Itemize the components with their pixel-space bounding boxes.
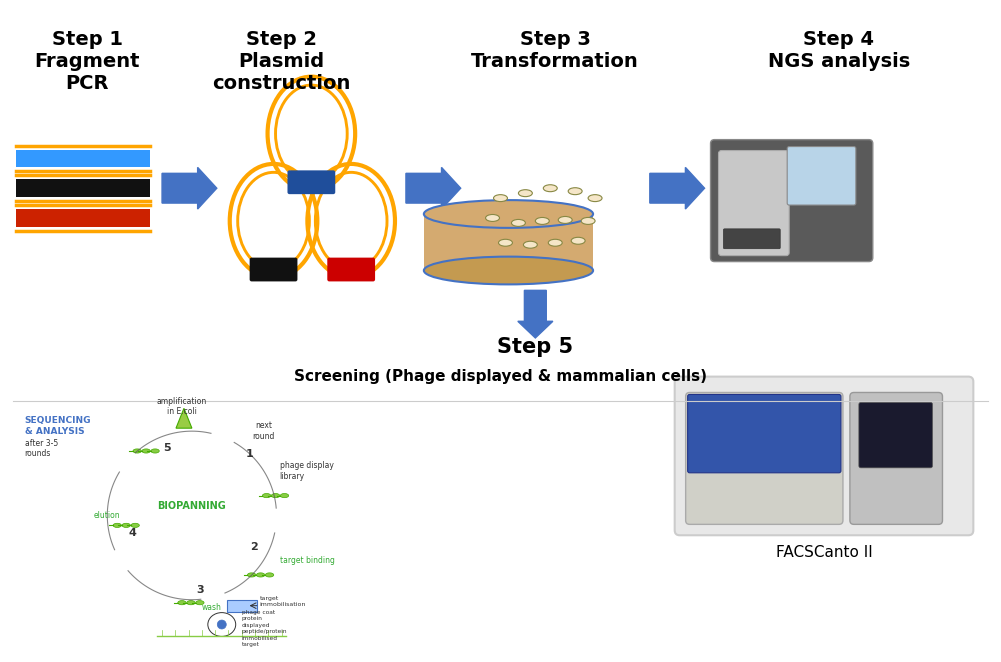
- Text: immobilised
target: immobilised target: [241, 636, 277, 647]
- Ellipse shape: [151, 449, 159, 453]
- Ellipse shape: [498, 239, 513, 246]
- Ellipse shape: [423, 200, 593, 228]
- FancyBboxPatch shape: [688, 395, 841, 473]
- Text: 1: 1: [246, 449, 253, 459]
- Ellipse shape: [217, 620, 226, 629]
- Ellipse shape: [589, 195, 602, 202]
- Ellipse shape: [247, 573, 256, 577]
- Text: elution: elution: [94, 511, 120, 520]
- FancyBboxPatch shape: [724, 229, 780, 249]
- Ellipse shape: [113, 523, 121, 528]
- Text: next
round: next round: [252, 422, 274, 441]
- Ellipse shape: [122, 523, 130, 528]
- FancyBboxPatch shape: [859, 402, 933, 468]
- Polygon shape: [176, 408, 192, 428]
- FancyBboxPatch shape: [16, 150, 150, 167]
- FancyBboxPatch shape: [675, 377, 973, 536]
- Text: SEQUENCING
& ANALYSIS: SEQUENCING & ANALYSIS: [25, 416, 91, 436]
- Ellipse shape: [423, 257, 593, 285]
- FancyArrow shape: [518, 291, 553, 338]
- FancyBboxPatch shape: [16, 209, 150, 227]
- Text: BIOPANNING: BIOPANNING: [157, 500, 226, 510]
- Text: 4: 4: [128, 528, 136, 538]
- Text: target
immobilisation: target immobilisation: [259, 596, 306, 607]
- Ellipse shape: [572, 237, 586, 244]
- Ellipse shape: [582, 217, 595, 224]
- Polygon shape: [423, 214, 593, 271]
- Ellipse shape: [271, 494, 279, 498]
- Text: 5: 5: [163, 443, 171, 453]
- FancyBboxPatch shape: [787, 146, 856, 205]
- Text: amplification
in E.coli: amplification in E.coli: [157, 397, 207, 416]
- FancyBboxPatch shape: [227, 600, 256, 612]
- Ellipse shape: [142, 449, 150, 453]
- FancyBboxPatch shape: [686, 393, 843, 524]
- Ellipse shape: [544, 185, 558, 192]
- Ellipse shape: [512, 219, 526, 226]
- Ellipse shape: [485, 214, 499, 221]
- FancyBboxPatch shape: [287, 170, 335, 194]
- Ellipse shape: [265, 573, 273, 577]
- Ellipse shape: [178, 600, 186, 605]
- FancyArrow shape: [650, 167, 705, 209]
- Ellipse shape: [262, 494, 270, 498]
- Ellipse shape: [187, 600, 195, 605]
- Text: wash: wash: [202, 602, 222, 612]
- Text: phage display
library: phage display library: [279, 461, 333, 481]
- Text: Step 2
Plasmid
construction: Step 2 Plasmid construction: [212, 30, 350, 93]
- Ellipse shape: [256, 573, 265, 577]
- Ellipse shape: [280, 494, 288, 498]
- Ellipse shape: [524, 241, 538, 248]
- Ellipse shape: [519, 190, 533, 197]
- FancyBboxPatch shape: [711, 140, 873, 261]
- Ellipse shape: [559, 216, 573, 223]
- Text: Step 5: Step 5: [497, 337, 574, 357]
- Text: FACSCanto II: FACSCanto II: [776, 545, 873, 560]
- Text: Step 4
NGS analysis: Step 4 NGS analysis: [768, 30, 910, 71]
- FancyBboxPatch shape: [16, 179, 150, 197]
- Text: target binding: target binding: [279, 555, 334, 565]
- Ellipse shape: [493, 195, 508, 202]
- FancyBboxPatch shape: [249, 258, 297, 281]
- Ellipse shape: [549, 239, 563, 246]
- Ellipse shape: [569, 188, 583, 195]
- Ellipse shape: [195, 600, 204, 605]
- Ellipse shape: [131, 523, 139, 528]
- Text: Step 1
Fragment
PCR: Step 1 Fragment PCR: [35, 30, 140, 93]
- Text: phage coat
protein: phage coat protein: [241, 610, 275, 621]
- Ellipse shape: [133, 449, 141, 453]
- Text: 3: 3: [196, 585, 203, 595]
- Text: displayed
peptide/protein: displayed peptide/protein: [241, 623, 287, 634]
- Ellipse shape: [536, 217, 550, 224]
- FancyBboxPatch shape: [719, 150, 789, 256]
- FancyBboxPatch shape: [327, 258, 375, 281]
- FancyArrow shape: [162, 167, 217, 209]
- Text: 2: 2: [250, 542, 257, 552]
- Text: Screening (Phage displayed & mammalian cells): Screening (Phage displayed & mammalian c…: [294, 369, 707, 384]
- Text: after 3-5
rounds: after 3-5 rounds: [25, 439, 58, 459]
- FancyBboxPatch shape: [850, 393, 943, 524]
- Text: Step 3
Transformation: Step 3 Transformation: [471, 30, 639, 71]
- FancyArrow shape: [406, 167, 460, 209]
